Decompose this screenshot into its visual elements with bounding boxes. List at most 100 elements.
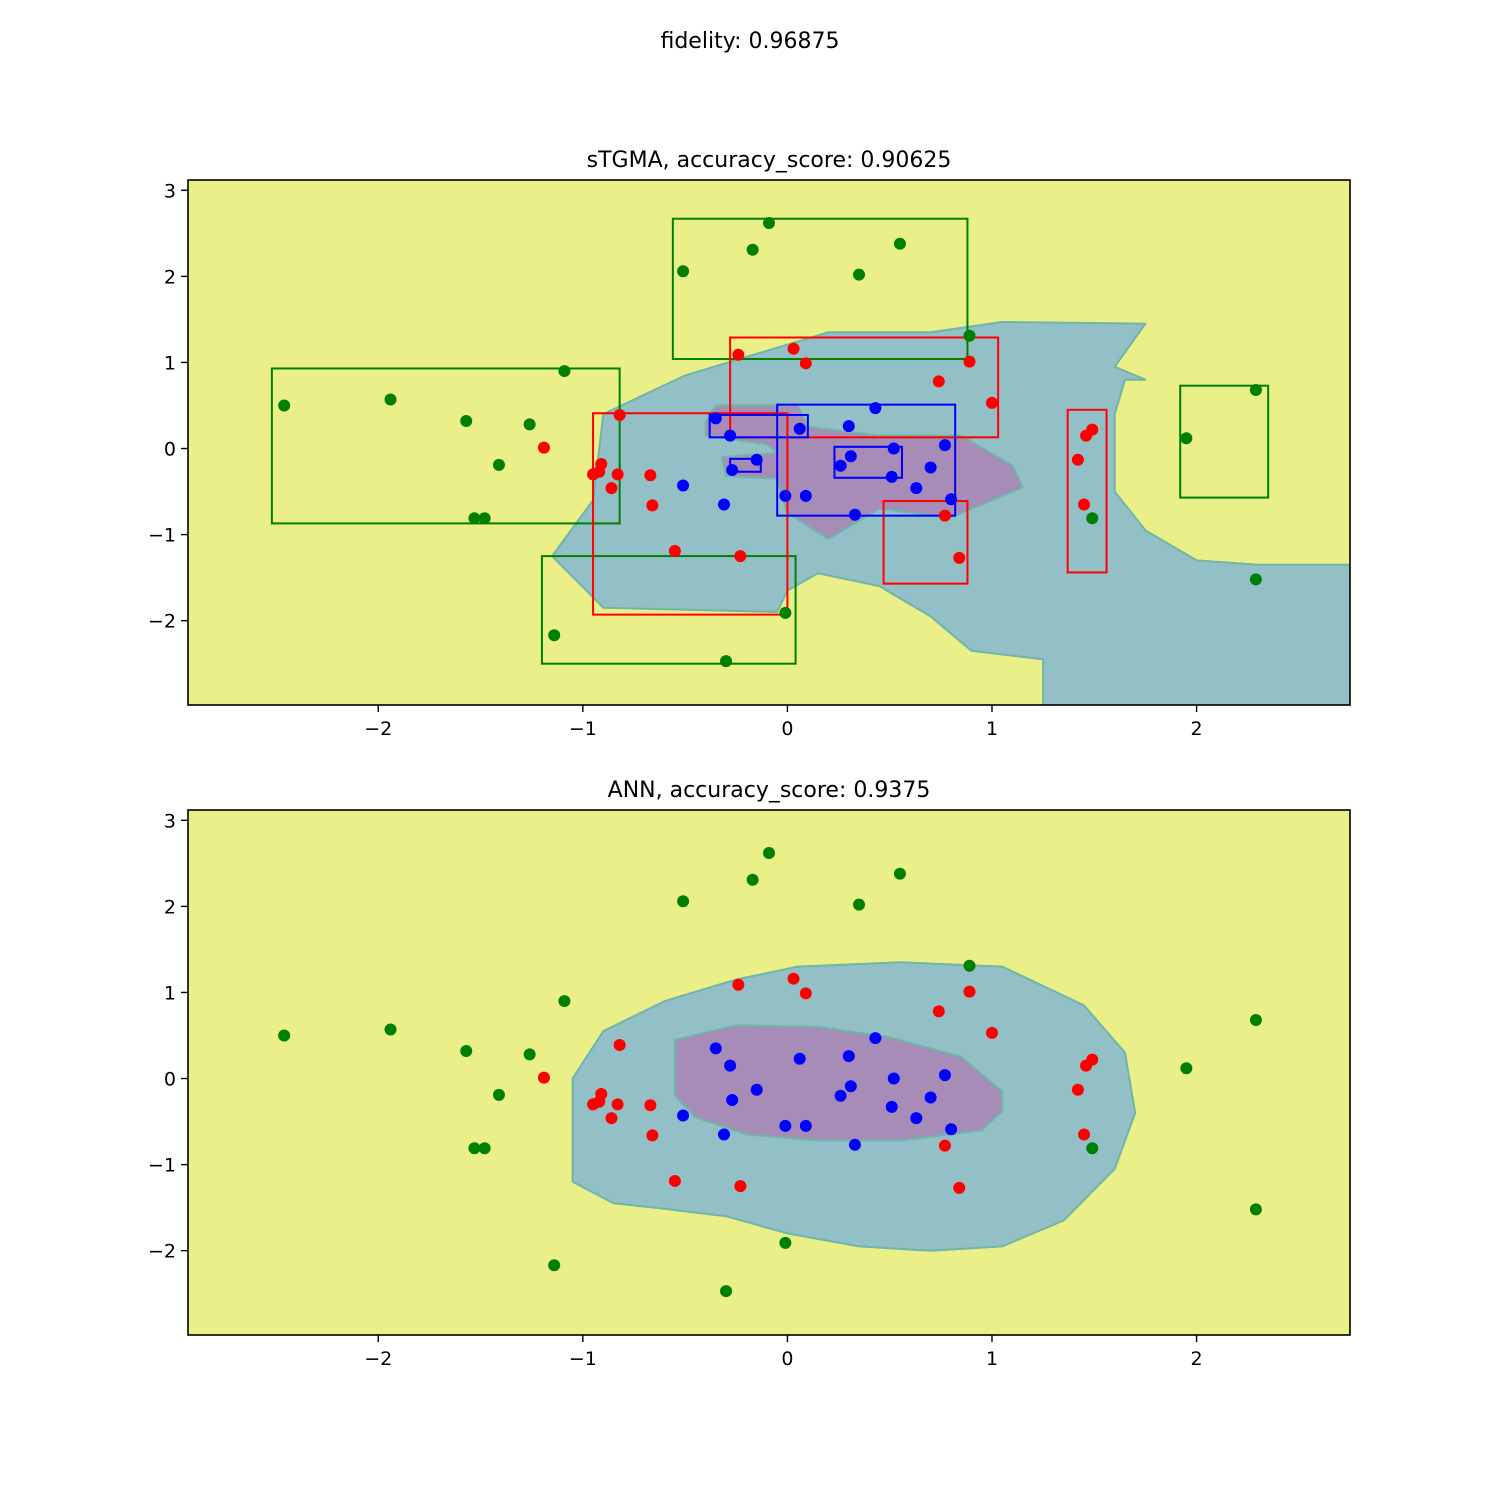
stgma-y-tick-label: 2 xyxy=(164,266,176,288)
ann-outer-point xyxy=(468,1142,481,1155)
stgma-outer-point xyxy=(779,606,792,619)
stgma-middle-point xyxy=(732,348,745,361)
ann-middle-point xyxy=(932,1005,945,1018)
ann-inner-point xyxy=(726,1094,739,1107)
ann-middle-point xyxy=(611,1098,624,1111)
stgma-middle-point xyxy=(734,550,747,563)
ann-x-tick-label: −1 xyxy=(569,1348,597,1370)
ann-inner-point xyxy=(945,1123,958,1136)
stgma-outer-point xyxy=(763,217,775,230)
stgma-y-tick-label: −1 xyxy=(148,525,176,547)
ann-panel: ANN, accuracy_score: 0.9375 −2 −1 0 1 2 −2 −1 0… xyxy=(148,778,1351,1370)
ann-middle-point xyxy=(963,985,976,998)
stgma-middle-point xyxy=(587,468,600,481)
ann-outer-point xyxy=(1249,1203,1262,1216)
stgma-inner-box xyxy=(708,413,809,439)
stgma-middle-point xyxy=(1071,453,1084,466)
stgma-axes-frame xyxy=(187,179,1351,706)
stgma-y-tick-label: 3 xyxy=(164,180,176,202)
ann-middle-point xyxy=(1071,1083,1084,1096)
ann-inner-point xyxy=(885,1100,898,1113)
ann-x-tick-label: 0 xyxy=(781,1348,793,1370)
stgma-outer-point xyxy=(384,393,397,406)
figure-suptitle: fidelity: 0.96875 xyxy=(660,29,839,54)
stgma-inner-point xyxy=(945,493,958,506)
stgma-middle-point xyxy=(611,468,624,481)
stgma-outer-point xyxy=(548,629,561,642)
stgma-plot-content xyxy=(188,180,1350,705)
stgma-outer-box xyxy=(1179,384,1270,499)
ann-middle-point xyxy=(605,1112,618,1125)
ann-middle-point xyxy=(668,1174,681,1187)
stgma-inner-box xyxy=(833,445,903,479)
ann-middle-point xyxy=(953,1181,966,1194)
ann-inner-point xyxy=(750,1083,763,1096)
stgma-inner-point xyxy=(799,489,812,502)
stgma-panel: sTGMA, accuracy_score: 0.90625 −2 −1 0 1 2−2… xyxy=(148,148,1351,740)
ann-outer-point xyxy=(893,867,906,880)
ann-plot-content xyxy=(188,810,1350,1335)
stgma-outer-box xyxy=(540,555,797,665)
stgma-outer-point xyxy=(558,365,571,378)
ann-outer-point xyxy=(478,1142,491,1155)
stgma-outer-point xyxy=(468,512,481,525)
stgma-x-tick-label: −1 xyxy=(569,718,597,740)
stgma-inner-point xyxy=(834,459,847,472)
stgma-inner-point xyxy=(793,422,806,435)
ann-inner-point xyxy=(842,1050,855,1063)
stgma-middle-point xyxy=(1078,498,1091,511)
stgma-middle-box xyxy=(729,336,1000,439)
ann-plot-area: −2 −1 0 1 2 −2 −1 0 1 2 3 xyxy=(148,809,1351,1370)
stgma-inner-point xyxy=(709,412,722,425)
stgma-inner-box xyxy=(776,403,957,517)
stgma-y-tick-label: 0 xyxy=(164,439,176,461)
stgma-inner-point xyxy=(848,508,861,521)
ann-middle-point xyxy=(646,1129,659,1142)
ann-middle-point xyxy=(1078,1128,1091,1141)
stgma-x-tick-label: −2 xyxy=(364,718,392,740)
ann-outer-point xyxy=(963,959,976,972)
stgma-y-tick-label: 1 xyxy=(164,352,176,374)
ann-outer-point xyxy=(492,1088,505,1101)
stgma-outer-box xyxy=(270,367,621,525)
ann-middle-point xyxy=(537,1071,550,1084)
ann-middle-point xyxy=(613,1038,626,1051)
stgma-middle-box xyxy=(1066,408,1108,574)
ann-middle-point xyxy=(799,987,812,1000)
stgma-middle-point xyxy=(613,408,626,421)
stgma-middle-point xyxy=(799,357,812,370)
ann-outer-point xyxy=(523,1048,536,1061)
ann-inner-point xyxy=(834,1089,847,1102)
ann-middle-point xyxy=(732,978,745,991)
ann-panel-title: ANN, accuracy_score: 0.9375 xyxy=(608,778,931,803)
stgma-middle-point xyxy=(985,396,998,409)
stgma-inner-point xyxy=(724,429,737,442)
ann-middle-point xyxy=(734,1180,747,1193)
stgma-middle-point xyxy=(1086,423,1099,436)
stgma-inner-point xyxy=(717,498,730,511)
stgma-middle-point xyxy=(537,441,550,454)
ann-outer-point xyxy=(1180,1062,1193,1075)
ann-y-tick-label: 2 xyxy=(164,896,176,918)
ann-outer-point xyxy=(677,895,690,908)
stgma-y-tick-label: −2 xyxy=(148,611,176,633)
stgma-inner-point xyxy=(726,464,739,477)
ann-outer-point xyxy=(460,1044,473,1057)
stgma-middle-point xyxy=(605,482,618,495)
stgma-x-tick-label: 1 xyxy=(986,718,998,740)
stgma-outer-point xyxy=(523,418,536,431)
ann-middle-point xyxy=(587,1098,600,1111)
ann-outer-point xyxy=(853,898,866,911)
stgma-x-tick-label: 0 xyxy=(781,718,793,740)
ann-inner-point xyxy=(844,1080,857,1093)
stgma-outer-point xyxy=(893,237,906,250)
stgma-outer-point xyxy=(1086,512,1099,525)
ann-inner-point xyxy=(677,1109,690,1122)
ann-outer-point xyxy=(548,1259,561,1272)
ann-outer-point xyxy=(746,873,759,886)
stgma-inner-point xyxy=(842,420,855,433)
ann-y-tick-label: 3 xyxy=(164,810,176,832)
ann-axes-frame xyxy=(187,809,1351,1336)
stgma-middle-box xyxy=(882,500,969,585)
ann-y-tick-label: −1 xyxy=(148,1155,176,1177)
